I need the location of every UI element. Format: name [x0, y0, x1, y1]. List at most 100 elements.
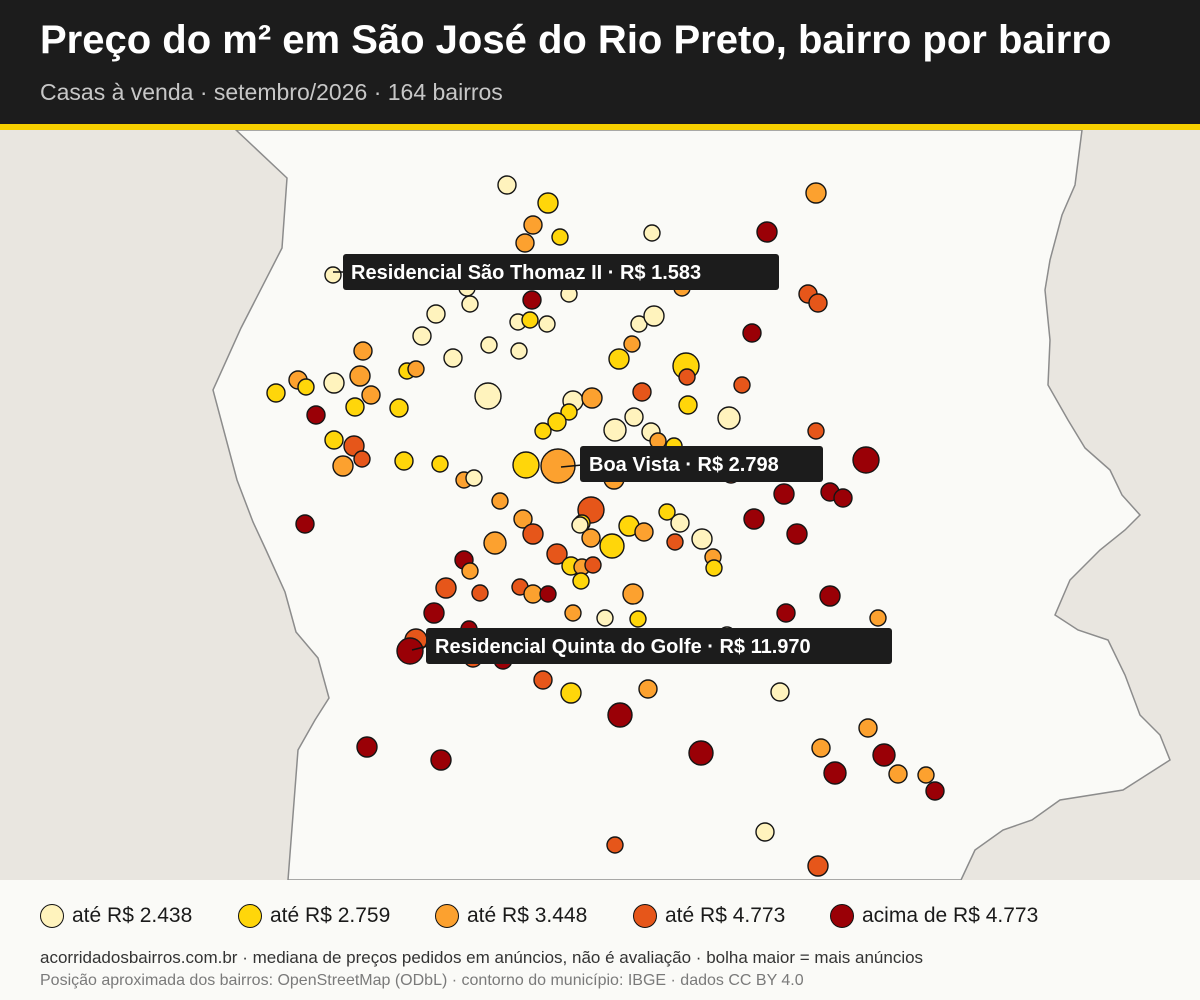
- neighborhood-bubble: [743, 508, 765, 530]
- page-subtitle: Casas à venda · setembro/2026 · 164 bair…: [40, 79, 503, 105]
- legend: até R$ 2.438 até R$ 2.759 até R$ 3.448 a…: [0, 880, 1200, 940]
- neighborhood-bubble: [917, 766, 935, 784]
- neighborhood-bubble: [430, 749, 452, 771]
- neighborhood-bubble: [634, 522, 654, 542]
- bubble-layer: [266, 175, 945, 877]
- callout-label: Residencial São Thomaz II · R$ 1.583: [351, 262, 701, 284]
- neighborhood-bubble: [629, 610, 647, 628]
- neighborhood-bubble: [324, 266, 342, 284]
- accent-bar: [0, 124, 1200, 130]
- neighborhood-bubble: [925, 781, 945, 801]
- callout-boa-vista: Boa Vista · R$ 2.798: [560, 446, 823, 482]
- neighborhood-bubble: [717, 406, 741, 430]
- neighborhood-bubble: [807, 855, 829, 877]
- legend-swatch: [633, 904, 657, 928]
- neighborhood-bubble: [786, 523, 808, 545]
- neighborhood-bubble: [733, 376, 751, 394]
- neighborhood-bubble: [396, 637, 424, 665]
- neighborhood-bubble: [678, 368, 696, 386]
- neighborhood-bubble: [599, 533, 625, 559]
- neighborhood-bubble: [471, 584, 489, 602]
- neighborhood-bubble: [833, 488, 853, 508]
- neighborhood-bubble: [297, 378, 315, 396]
- neighborhood-bubble: [512, 451, 540, 479]
- neighborhood-bubble: [431, 455, 449, 473]
- legend-label: até R$ 2.759: [270, 904, 391, 927]
- neighborhood-bubble: [266, 383, 286, 403]
- neighborhood-bubble: [523, 215, 543, 235]
- callout-label: Boa Vista · R$ 2.798: [589, 454, 779, 476]
- neighborhood-bubble: [443, 348, 463, 368]
- legend-label: até R$ 3.448: [467, 904, 588, 927]
- legend-item: até R$ 3.448: [435, 902, 587, 930]
- neighborhood-bubble: [345, 397, 365, 417]
- neighborhood-bubble: [623, 335, 641, 353]
- neighborhood-bubble: [551, 228, 569, 246]
- neighborhood-bubble: [515, 233, 535, 253]
- neighborhood-bubble: [807, 422, 825, 440]
- legend-label: até R$ 4.773: [665, 904, 786, 927]
- neighborhood-bubble: [603, 418, 627, 442]
- neighborhood-bubble: [823, 761, 847, 785]
- neighborhood-bubble: [872, 743, 896, 767]
- neighborhood-bubble: [537, 192, 559, 214]
- neighborhood-bubble: [523, 584, 543, 604]
- neighborhood-bubble: [389, 398, 409, 418]
- neighborhood-bubble: [742, 323, 762, 343]
- neighborhood-bubble: [643, 305, 665, 327]
- neighborhood-bubble: [869, 609, 887, 627]
- neighborhood-bubble: [756, 221, 778, 243]
- neighborhood-bubble: [426, 304, 446, 324]
- neighborhood-bubble: [510, 342, 528, 360]
- callout-label: Residencial Quinta do Golfe · R$ 11.970: [435, 636, 811, 658]
- neighborhood-bubble: [705, 559, 723, 577]
- neighborhood-bubble: [353, 450, 371, 468]
- neighborhood-bubble: [461, 295, 479, 313]
- neighborhood-bubble: [356, 736, 378, 758]
- neighborhood-bubble: [808, 293, 828, 313]
- neighborhood-bubble: [483, 531, 507, 555]
- legend-item: até R$ 4.773: [633, 902, 785, 930]
- legend-item: até R$ 2.438: [40, 902, 192, 930]
- neighborhood-bubble: [888, 764, 908, 784]
- neighborhood-bubble: [852, 446, 880, 474]
- neighborhood-bubble: [306, 405, 326, 425]
- map-panel: Residencial São Thomaz II · R$ 1.583 Boa…: [0, 130, 1200, 880]
- neighborhood-bubble: [564, 604, 582, 622]
- legend-swatch: [435, 904, 459, 928]
- neighborhood-bubble: [819, 585, 841, 607]
- municipality-outline: [212, 130, 1171, 880]
- neighborhood-bubble: [513, 509, 533, 529]
- legend-swatch: [40, 904, 64, 928]
- neighborhood-bubble: [691, 528, 713, 550]
- neighborhood-bubble: [394, 451, 414, 471]
- neighborhood-bubble: [584, 556, 602, 574]
- legend-label: acima de R$ 4.773: [862, 904, 1039, 927]
- neighborhood-bubble: [412, 326, 432, 346]
- callout-quinta-do-golfe: Residencial Quinta do Golfe · R$ 11.970: [411, 628, 892, 664]
- neighborhood-bubble: [521, 311, 539, 329]
- neighborhood-bubble: [638, 679, 658, 699]
- neighborhood-bubble: [581, 528, 601, 548]
- neighborhood-bubble: [353, 341, 373, 361]
- neighborhood-bubble: [632, 382, 652, 402]
- neighborhood-bubble: [560, 682, 582, 704]
- neighborhood-bubble: [546, 543, 568, 565]
- neighborhood-bubble: [596, 609, 614, 627]
- neighborhood-bubble: [624, 407, 644, 427]
- callout-sao-thomaz: Residencial São Thomaz II · R$ 1.583: [333, 254, 779, 290]
- neighborhood-bubble: [361, 385, 381, 405]
- neighborhood-bubble: [534, 422, 552, 440]
- neighborhood-bubble: [497, 175, 517, 195]
- map-canvas: Residencial São Thomaz II · R$ 1.583 Boa…: [212, 130, 1171, 880]
- neighborhood-bubble: [858, 718, 878, 738]
- legend-item: até R$ 2.759: [238, 902, 390, 930]
- legend-swatch: [830, 904, 854, 928]
- neighborhood-bubble: [678, 395, 698, 415]
- neighborhood-bubble: [643, 224, 661, 242]
- neighborhood-bubble: [435, 577, 457, 599]
- neighborhood-bubble: [332, 455, 354, 477]
- neighborhood-bubble: [572, 572, 590, 590]
- neighborhood-bubble: [666, 533, 684, 551]
- header: Preço do m² em São José do Rio Preto, ba…: [0, 0, 1200, 124]
